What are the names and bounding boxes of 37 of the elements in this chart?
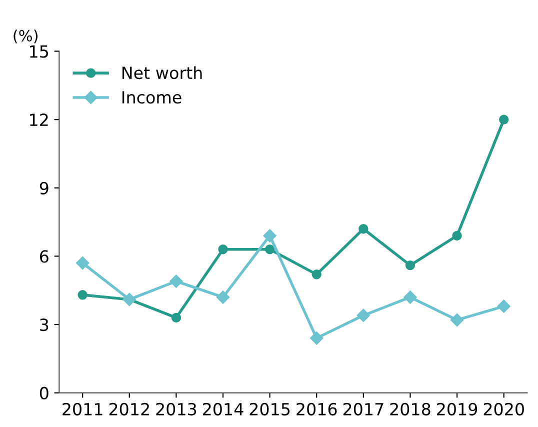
legend-label: Income [122, 91, 182, 104]
x-tick-label: 2016 [296, 402, 337, 416]
y-tick-label: 6 [40, 250, 48, 263]
x-tick-label: 2014 [203, 402, 244, 416]
point [263, 229, 276, 242]
point [310, 332, 324, 345]
legend-label: Net worth [122, 66, 202, 80]
point [216, 290, 230, 304]
x-tick-label: 2011 [62, 402, 102, 416]
point [76, 256, 90, 270]
point [264, 244, 275, 254]
point [450, 313, 464, 327]
point [78, 290, 88, 300]
point [171, 312, 182, 323]
y-tick-label: 9 [40, 182, 48, 194]
x-tick-label: 2020 [484, 402, 524, 416]
x-tick-label: 2018 [390, 402, 430, 416]
x-tick-label: 2012 [109, 402, 149, 416]
point [170, 274, 183, 288]
point [312, 270, 322, 280]
x-tick-label: 2013 [156, 402, 196, 416]
point [405, 260, 416, 270]
x-tick-label: 2017 [343, 402, 384, 416]
point [356, 308, 370, 322]
x-tick-label: 2015 [250, 402, 290, 416]
y-axis-title: (%) [14, 30, 38, 44]
y-tick-label: 12 [30, 114, 48, 126]
point [358, 224, 368, 234]
point [452, 230, 462, 241]
y-tick-label: 0 [40, 386, 48, 400]
x-tick-label: 2019 [437, 402, 478, 416]
point [498, 114, 509, 124]
y-tick-label: 3 [40, 318, 48, 332]
point [497, 300, 510, 313]
point [218, 244, 228, 254]
y-tick-label: 15 [30, 45, 48, 58]
point [404, 290, 417, 304]
